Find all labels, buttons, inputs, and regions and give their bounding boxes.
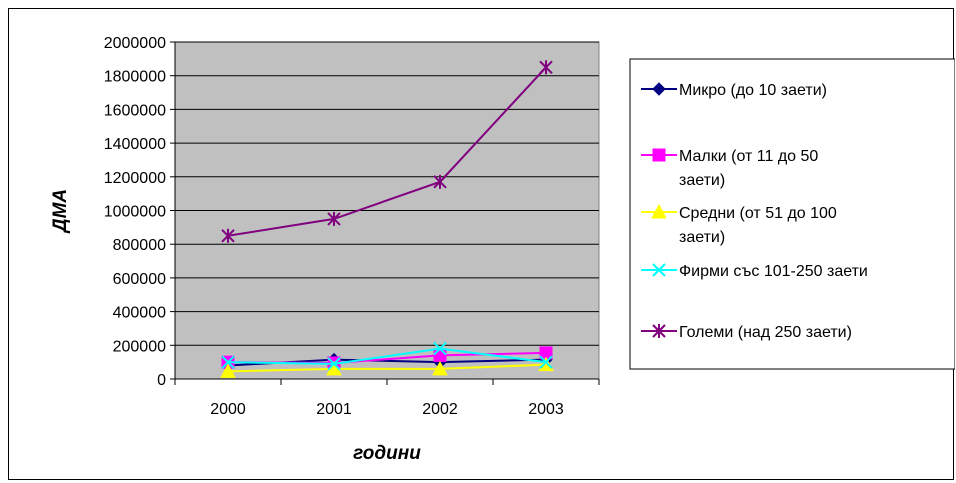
y-tick-label: 1600000 (104, 102, 166, 119)
y-axis-title: ДМА (50, 189, 71, 234)
legend-label: Микро (до 10 заети) (679, 82, 827, 99)
y-tick-label: 400000 (113, 305, 166, 322)
x-tick-label: 2003 (528, 401, 564, 418)
chart-frame: 0 200000 400000 600000 800000 1000000 1200000 1… (8, 8, 954, 480)
legend-label: Фирми със 101-250 заети (679, 263, 868, 280)
legend-label: Големи (над 250 заети) (679, 324, 852, 341)
y-tick-label: 1400000 (104, 136, 166, 153)
y-tick-label: 0 (157, 372, 166, 389)
data-point (434, 349, 446, 361)
x-tick-label: 2000 (210, 401, 246, 418)
legend-marker (653, 149, 665, 161)
chart-svg: 0 200000 400000 600000 800000 1000000 1200000 1… (9, 9, 955, 481)
y-tick-label: 1800000 (104, 69, 166, 86)
y-tick-label: 1200000 (104, 170, 166, 187)
y-tick-label: 600000 (113, 271, 166, 288)
x-tick-label: 2001 (316, 401, 352, 418)
x-tick-label: 2002 (422, 401, 458, 418)
y-tick-label: 1000000 (104, 204, 166, 221)
x-axis-title: години (353, 443, 421, 464)
y-tick-label: 800000 (113, 237, 166, 254)
y-tick-label: 2000000 (104, 35, 166, 52)
y-tick-label: 200000 (113, 338, 166, 355)
